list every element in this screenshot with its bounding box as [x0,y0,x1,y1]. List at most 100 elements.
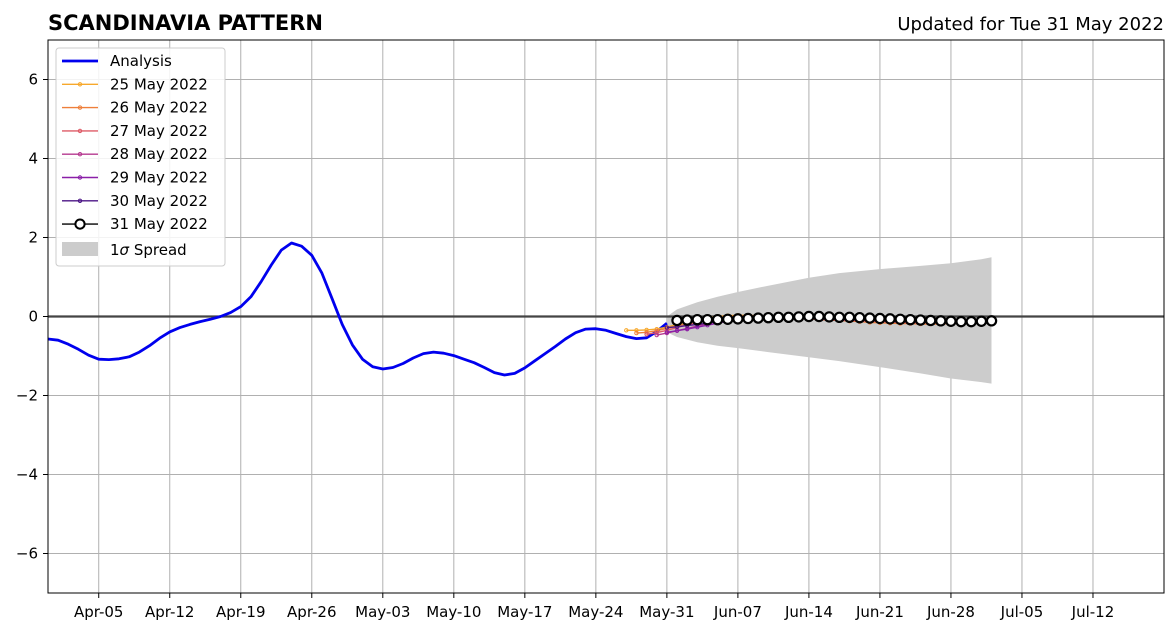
legend-item-spread: 1σ Spread [62,241,187,259]
legend-label: 26 May 2022 [110,99,208,117]
forecast-point [864,312,876,324]
forecast-point [935,315,947,327]
forecast-point [945,315,957,327]
forecast-point [782,311,795,323]
forecast-point [853,311,866,324]
y-tick-label: 2 [28,229,38,247]
legend-item: 29 May 2022 [62,169,208,187]
x-tick-label: Jun-28 [926,603,975,621]
forecast-point [644,332,649,337]
y-axis-ticks: 6 4 2 0 −2 −4 −6 [16,71,48,563]
chart-subtitle: Updated for Tue 31 May 2022 [897,14,1164,35]
forecast-point [914,314,927,326]
legend-item: 28 May 2022 [62,145,208,163]
legend-spread-swatch [62,242,98,256]
forecast-point [732,313,744,325]
forecast-point [695,324,700,330]
x-tick-label: Apr-05 [74,603,124,621]
y-tick-label: −6 [16,545,38,563]
legend-item: Analysis [62,52,172,70]
x-tick-label: May-10 [426,603,481,621]
y-tick-label: −4 [16,466,38,484]
forecast-point [742,312,754,325]
x-tick-label: Jun-14 [784,603,833,621]
forecast-point [793,311,805,323]
forecast-point [624,328,629,333]
x-tick-label: Apr-12 [145,603,195,621]
forecast-point [985,315,998,327]
x-tick-label: Apr-19 [216,603,266,621]
legend-item: 27 May 2022 [62,122,208,140]
forecast-point [711,313,724,326]
legend: Analysis 25 May 2022 26 May 2022 27 May 202… [55,47,226,267]
legend-spread-suffix: Spread [129,241,187,259]
y-tick-label: 0 [28,308,38,326]
legend-label: 25 May 2022 [110,75,208,93]
legend-item: 30 May 2022 [62,192,208,210]
chart-title: SCANDINAVIA PATTERN [48,11,323,35]
forecast-point [823,311,835,323]
forecast-point [671,314,683,327]
forecast-point [691,313,704,326]
x-tick-label: May-24 [568,603,623,621]
legend-item: 25 May 2022 [62,75,208,93]
legend-label: 30 May 2022 [110,192,208,210]
forecast-point [894,313,906,325]
legend-label: Analysis [110,52,172,70]
x-tick-label: Jul-05 [1000,603,1044,621]
x-tick-label: Apr-26 [287,603,337,621]
series-layer [47,241,998,377]
legend-label: 31 May 2022 [110,215,208,233]
forecast-point [965,315,977,328]
forecast-point [975,315,988,327]
legend-label: 29 May 2022 [110,169,208,187]
legend-swatch-marker [77,128,83,134]
x-tick-label: May-03 [355,603,410,621]
forecast-point [664,330,670,335]
y-tick-label: 6 [28,71,38,89]
x-tick-label: Jun-21 [855,603,904,621]
y-tick-label: 4 [28,150,38,168]
forecast-point [722,313,734,325]
forecast-point [752,312,764,324]
legend-item: 26 May 2022 [62,99,208,117]
forecast-point [634,330,639,336]
x-tick-label: May-17 [497,603,552,621]
forecast-point [813,310,825,323]
forecast-point [674,328,680,333]
legend-item: 31 May 2022 [62,215,208,233]
forecast-point [955,315,967,328]
forecast-point [681,314,693,326]
forecast-point [664,325,670,330]
forecast-point [772,311,785,323]
legend-spread-prefix: 1 [110,241,120,259]
forecast-series-6 [671,310,998,328]
forecast-point [803,310,815,323]
legend-swatch-marker [77,198,83,204]
legend-spread-sigma: σ [120,241,130,259]
legend-box [55,47,226,267]
forecast-point [762,311,775,324]
forecast-point [634,328,639,333]
legend-label: 27 May 2022 [110,122,208,140]
x-axis-ticks: Apr-05 Apr-12 Apr-19 Apr-26 May-03 May-10 May-… [74,593,1114,621]
x-tick-label: May-31 [639,603,694,621]
forecast-point [654,332,659,338]
forecast-point [874,312,886,325]
legend-swatch-marker [74,218,86,230]
forecast-point [833,311,846,323]
x-tick-label: Jul-12 [1071,603,1115,621]
legend-swatch-marker [77,105,83,110]
legend-label-spread: 1σ Spread [110,241,187,259]
legend-label: 28 May 2022 [110,145,208,163]
forecast-point [904,313,917,326]
forecast-point [843,311,856,323]
legend-swatch-marker [77,82,83,87]
legend-swatch-marker [77,152,83,157]
analysis-line [47,241,668,377]
legend-items: Analysis 25 May 2022 26 May 2022 27 May 202… [62,52,208,233]
forecast-point [884,313,896,325]
legend-swatch-marker [77,175,83,180]
forecast-point [924,314,937,327]
